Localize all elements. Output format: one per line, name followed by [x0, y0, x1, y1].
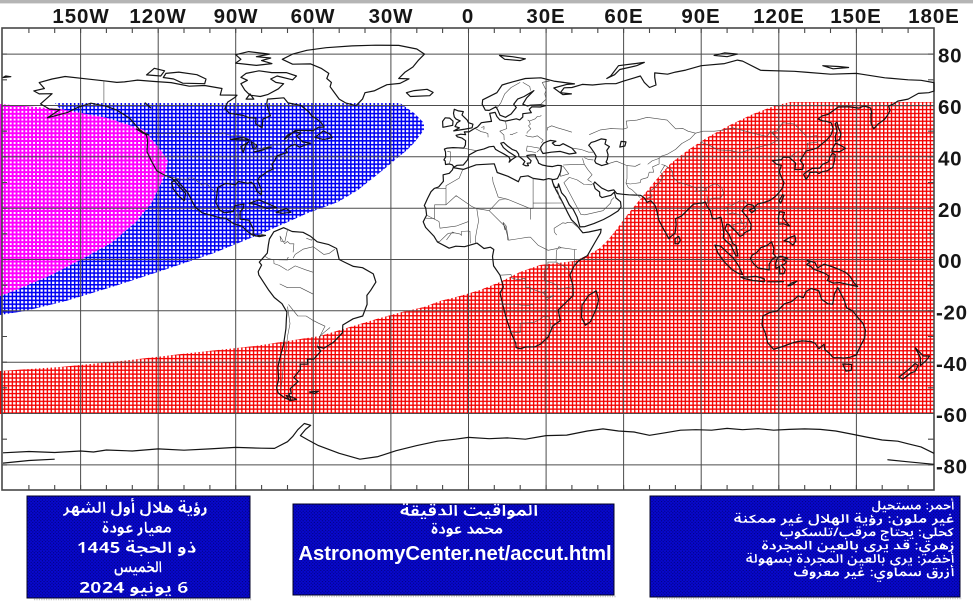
- svg-text:30E: 30E: [526, 5, 565, 28]
- svg-text:60W: 60W: [291, 5, 336, 28]
- svg-text:AstronomyCenter.net/accut.html: AstronomyCenter.net/accut.html: [298, 543, 611, 565]
- svg-text:60: 60: [938, 96, 962, 119]
- svg-text:80: 80: [938, 45, 962, 68]
- svg-text:150E: 150E: [830, 5, 881, 28]
- svg-text:-60: -60: [936, 404, 968, 427]
- svg-text:40: 40: [938, 147, 962, 170]
- svg-text:60E: 60E: [604, 5, 643, 28]
- svg-text:150W: 150W: [52, 5, 109, 28]
- svg-text:90E: 90E: [681, 5, 720, 28]
- svg-text:90W: 90W: [214, 5, 259, 28]
- svg-text:-80: -80: [936, 456, 968, 479]
- svg-text:120E: 120E: [753, 5, 804, 28]
- svg-text:-20: -20: [936, 301, 968, 324]
- svg-text:-40: -40: [936, 353, 968, 376]
- svg-text:00: 00: [938, 250, 962, 273]
- svg-text:120W: 120W: [129, 5, 186, 28]
- svg-text:20: 20: [938, 199, 962, 222]
- svg-text:0: 0: [462, 5, 474, 28]
- svg-text:180E: 180E: [908, 5, 959, 28]
- svg-text:30W: 30W: [369, 5, 414, 28]
